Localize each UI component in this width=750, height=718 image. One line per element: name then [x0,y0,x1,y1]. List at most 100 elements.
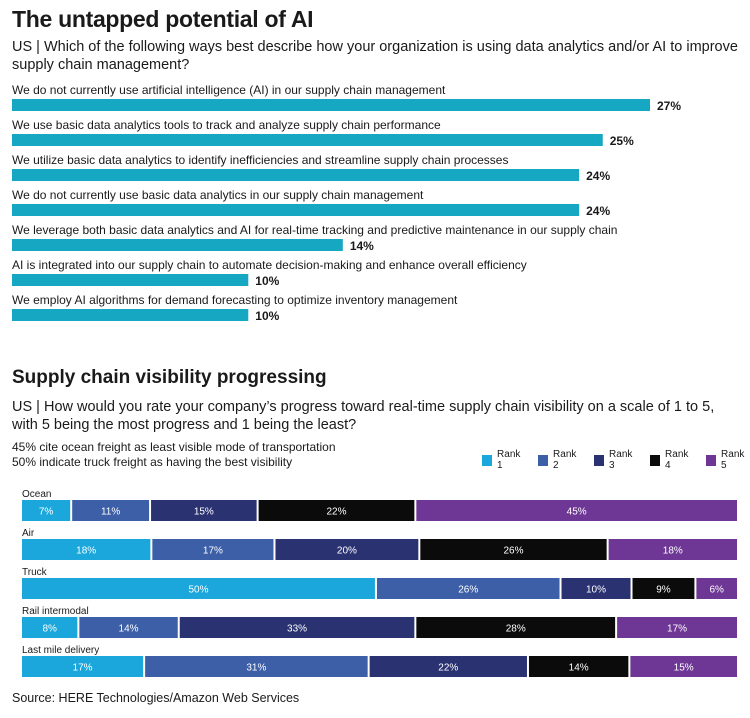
legend-label: Rank 3 [609,449,633,471]
visibility-stacked-bar-chart: Ocean 7% 11% 15% 22% 45% Air 18% 17% 20% 26% 18% Tru… [22,489,737,677]
stack-segment [22,656,144,677]
legend-item: Rank 4 [650,449,694,471]
stack-value-label: 7% [39,507,54,518]
stack-segment [376,578,560,599]
stack-value-label: 50% [188,585,208,596]
truck-visibility-note: 50% indicate truck freight as having the… [12,455,293,469]
stack-value-label: 33% [287,624,307,635]
bar-value-label: 24% [586,169,610,183]
stack-segment [696,578,737,599]
legend-swatch [706,454,717,466]
ocean-visibility-note: 45% cite ocean freight as least visible … [12,440,336,454]
legend-label: Rank 4 [665,449,689,471]
legend-swatch [594,454,605,466]
stack-segment [22,500,71,521]
stack-value-label: 14% [569,663,589,674]
stack-value-label: 26% [503,546,523,557]
stack-segment [22,578,375,599]
stack-segment [22,539,151,560]
stack-value-label: 15% [194,507,214,518]
bar-value-label: 14% [350,239,374,253]
stack-value-label: 15% [674,663,694,674]
bar-value-label: 24% [586,204,610,218]
stack-value-label: 22% [438,663,458,674]
legend-item: Rank 5 [706,449,750,471]
bar-value-label: 10% [255,309,279,323]
stack-segment [420,539,607,560]
stack-segment [617,617,737,638]
stack-value-label: 18% [76,546,96,557]
legend-swatch [482,454,493,466]
bar-category-label: AI is integrated into our supply chain t… [12,258,527,272]
legend-label: Rank 5 [721,449,745,471]
stack-segment [145,656,368,677]
chart1-title: The untapped potential of AI [12,6,314,32]
stack-category-label: Ocean [22,489,51,500]
stack-value-label: 17% [203,546,223,557]
stack-segment [258,500,415,521]
bar-value-label: 25% [610,134,634,148]
bar-category-label: We do not currently use basic data analy… [12,188,424,202]
chart2-question: US | How would you rate your company’s p… [12,399,715,433]
stack-category-label: Last mile delivery [22,645,99,656]
bar [12,309,249,321]
stack-value-label: 18% [663,546,683,557]
rank-legend: Rank 1 Rank 2 Rank 3 Rank 4 Rank 5 [482,449,750,471]
legend-item: Rank 2 [538,449,582,471]
stack-segment [72,500,150,521]
stack-value-label: 31% [246,663,266,674]
stack-value-label: 11% [101,507,120,518]
stack-segment [179,617,415,638]
stack-value-label: 8% [42,624,57,635]
ai-usage-bar-chart: We do not currently use artificial intel… [12,83,681,323]
bar-category-label: We employ AI algorithms for demand forec… [12,293,458,307]
bar-category-label: We utilize basic data analytics to ident… [12,153,508,167]
stack-segment [79,617,178,638]
stack-segment [561,578,631,599]
bar-category-label: We use basic data analytics tools to tra… [12,118,441,132]
stack-value-label: 26% [458,585,478,596]
bar [12,239,343,251]
stack-category-label: Truck [22,567,48,578]
stack-value-label: 45% [567,507,587,518]
legend-label: Rank 2 [553,449,577,471]
legend-swatch [538,454,549,466]
stack-segment [22,617,78,638]
legend-item: Rank 1 [482,449,526,471]
stack-category-label: Air [22,528,35,539]
stack-segment [608,539,737,560]
legend-label: Rank 1 [497,449,521,471]
bar-value-label: 27% [657,99,681,113]
stack-segment [416,500,737,521]
bar-value-label: 10% [255,274,279,288]
stack-value-label: 17% [73,663,93,674]
stack-value-label: 20% [337,546,357,557]
stack-segment [528,656,629,677]
bar-category-label: We do not currently use artificial intel… [12,83,446,97]
stack-segment [632,578,695,599]
bar [12,134,603,146]
bar [12,204,580,216]
stack-value-label: 10% [586,585,606,596]
bar [12,99,650,111]
stack-segment [275,539,419,560]
stack-segment [369,656,527,677]
bar [12,169,580,181]
stack-value-label: 9% [656,585,671,596]
legend-swatch [650,454,661,466]
stack-segment [151,500,257,521]
bar-category-label: We leverage both basic data analytics an… [12,223,617,237]
stack-value-label: 14% [119,624,139,635]
stack-category-label: Rail intermodal [22,606,89,617]
chart2-title: Supply chain visibility progressing [12,367,327,388]
stack-value-label: 17% [667,624,687,635]
stack-segment [152,539,274,560]
stack-value-label: 6% [709,585,724,596]
stack-segment [416,617,616,638]
legend-item: Rank 3 [594,449,638,471]
stack-value-label: 28% [506,624,526,635]
stack-value-label: 22% [326,507,346,518]
source-note: Source: HERE Technologies/Amazon Web Ser… [12,691,300,705]
chart1-question: US | Which of the following ways best de… [12,39,738,73]
stack-segment [630,656,737,677]
